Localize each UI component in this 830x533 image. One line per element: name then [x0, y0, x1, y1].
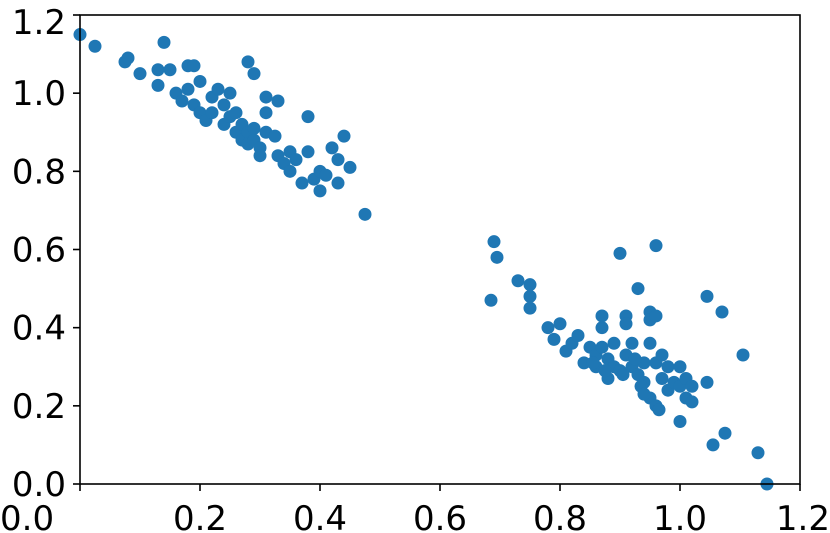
- data-point: [619, 317, 633, 331]
- data-point: [625, 336, 639, 350]
- data-point: [247, 121, 261, 135]
- data-point: [736, 348, 750, 362]
- data-point: [331, 153, 345, 167]
- data-point: [541, 321, 555, 335]
- data-point: [523, 278, 537, 292]
- data-point: [661, 360, 675, 374]
- data-point: [187, 59, 201, 73]
- y-tick-label: 0.6: [12, 231, 66, 271]
- data-point: [259, 90, 273, 104]
- data-point: [301, 110, 315, 124]
- data-point: [163, 63, 177, 77]
- data-point: [121, 51, 135, 65]
- data-point: [700, 289, 714, 303]
- data-point: [598, 364, 612, 378]
- data-point: [577, 356, 591, 370]
- data-point: [673, 414, 687, 428]
- data-point: [616, 368, 630, 382]
- x-tick-label: 0.4: [293, 499, 347, 533]
- data-point: [631, 282, 645, 296]
- data-point: [283, 164, 297, 178]
- data-point: [343, 160, 357, 174]
- y-tick-label: 0.8: [12, 152, 66, 192]
- data-point: [613, 246, 627, 260]
- data-point: [547, 332, 561, 346]
- data-point: [553, 317, 567, 331]
- data-point: [133, 67, 147, 81]
- points-layer: [73, 28, 774, 491]
- data-point: [337, 129, 351, 143]
- data-point: [490, 250, 504, 264]
- data-point: [652, 403, 666, 417]
- data-point: [643, 336, 657, 350]
- data-point: [655, 348, 669, 362]
- data-point: [595, 321, 609, 335]
- data-point: [247, 67, 261, 81]
- data-point: [325, 141, 339, 155]
- data-point: [484, 293, 498, 307]
- data-point: [88, 39, 102, 53]
- data-point: [649, 239, 663, 253]
- data-point: [229, 106, 243, 120]
- x-tick-label: 0.0: [0, 499, 54, 533]
- plot-frame: [79, 14, 801, 485]
- data-point: [715, 305, 729, 319]
- data-point: [637, 387, 651, 401]
- data-point: [607, 336, 621, 350]
- data-point: [205, 106, 219, 120]
- x-axis-ticks: 0.0 0.2 0.4 0.6 0.8 1.0 1.2: [0, 484, 830, 533]
- data-point: [295, 176, 309, 190]
- data-point: [157, 35, 171, 49]
- data-point: [241, 55, 255, 69]
- data-point: [253, 149, 267, 163]
- y-tick-label: 0.0: [12, 465, 66, 505]
- y-tick-label: 1.2: [12, 3, 66, 43]
- data-point: [211, 82, 225, 96]
- data-point: [289, 153, 303, 167]
- data-point: [706, 438, 720, 452]
- data-point: [685, 395, 699, 409]
- data-point: [523, 289, 537, 303]
- data-point: [673, 360, 687, 374]
- data-point: [217, 98, 231, 112]
- x-tick-label: 1.2: [776, 499, 830, 533]
- data-point: [649, 309, 663, 323]
- data-point: [301, 145, 315, 159]
- data-point: [586, 356, 600, 370]
- y-tick-label: 0.2: [12, 387, 66, 427]
- data-point: [511, 274, 525, 288]
- data-point: [151, 78, 165, 92]
- x-tick-label: 1.0: [653, 499, 707, 533]
- data-point: [259, 106, 273, 120]
- data-point: [487, 235, 501, 249]
- x-tick-label: 0.6: [413, 499, 467, 533]
- data-point: [571, 328, 585, 342]
- data-point: [751, 446, 765, 460]
- data-point: [331, 176, 345, 190]
- data-point: [151, 63, 165, 77]
- data-point: [628, 352, 642, 366]
- y-tick-label: 1.0: [12, 74, 66, 114]
- data-point: [655, 371, 669, 385]
- data-point: [268, 129, 282, 143]
- data-point: [193, 74, 207, 88]
- data-point: [595, 340, 609, 354]
- y-tick-label: 0.4: [12, 309, 66, 349]
- data-point: [358, 207, 372, 221]
- data-point: [523, 301, 537, 315]
- data-point: [319, 168, 333, 182]
- data-point: [271, 94, 285, 108]
- data-point: [175, 94, 189, 108]
- data-point: [718, 426, 732, 440]
- x-tick-label: 0.2: [173, 499, 227, 533]
- data-point: [181, 82, 195, 96]
- data-point: [313, 184, 327, 198]
- data-point: [595, 309, 609, 323]
- x-tick-label: 0.8: [533, 499, 587, 533]
- y-axis-ticks: 0.0 0.2 0.4 0.6 0.8 1.0 1.2: [12, 3, 80, 505]
- data-point: [223, 86, 237, 100]
- data-point: [700, 375, 714, 389]
- data-point: [685, 379, 699, 393]
